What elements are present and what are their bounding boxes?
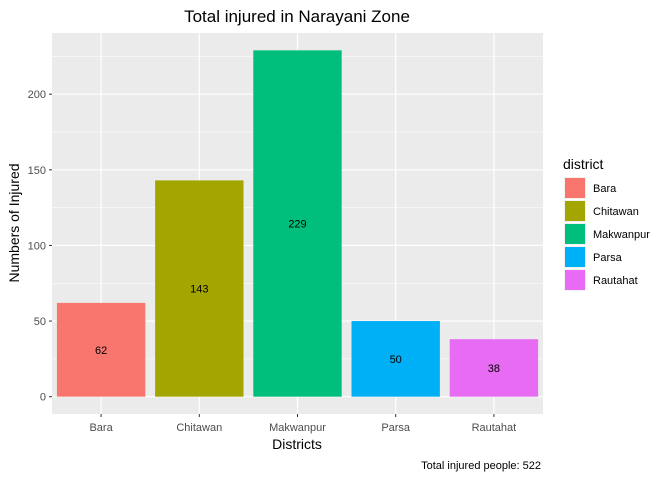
y-tick-label: 150 (28, 165, 46, 177)
x-tick-label: Rautahat (472, 422, 517, 434)
legend-title: district (563, 156, 604, 172)
bar-bara (56, 302, 146, 397)
legend-swatch-chitawan (565, 201, 585, 221)
y-tick-label: 100 (28, 240, 46, 252)
bar-value-label: 229 (288, 219, 306, 231)
x-tick-label: Chitawan (176, 422, 222, 434)
bar-value-label: 143 (190, 284, 208, 296)
bar-value-labels: 62 143 229 50 38 (95, 219, 500, 375)
x-tick-label: Parsa (381, 422, 411, 434)
y-tick-label: 0 (40, 392, 46, 404)
y-tick-label: 50 (34, 316, 46, 328)
x-axis: Bara Chitawan Makwanpur Parsa Rautahat (89, 414, 516, 434)
legend-label: Bara (593, 183, 617, 195)
legend-swatch-rautahat (565, 270, 585, 290)
x-tick-label: Makwanpur (269, 422, 326, 434)
legend-label: Parsa (593, 252, 623, 264)
legend-label: Makwanpur (593, 229, 650, 241)
bar-makwanpur (253, 50, 342, 397)
legend-label: Chitawan (593, 206, 639, 218)
bar-parsa (351, 321, 440, 397)
bar-value-label: 50 (390, 354, 402, 366)
bars (56, 50, 539, 397)
caption: Total injured people: 522 (421, 460, 541, 472)
bar-rautahat (449, 339, 539, 397)
legend-swatch-makwanpur (565, 224, 585, 244)
legend-label: Rautahat (593, 275, 638, 287)
chart-title: Total injured in Narayani Zone (184, 7, 410, 26)
legend-swatch-bara (565, 178, 585, 198)
y-axis-title: Numbers of Injured (6, 163, 22, 282)
legend-swatch-parsa (565, 247, 585, 267)
x-tick-label: Bara (89, 422, 113, 434)
y-tick-label: 200 (28, 89, 46, 101)
y-axis: 0 50 100 150 200 (28, 89, 52, 404)
legend: district Bara Chitawan Makwanpur Parsa Rauta… (563, 156, 650, 291)
bar-value-label: 62 (95, 345, 107, 357)
bar-chitawan (155, 180, 244, 397)
bar-value-label: 38 (488, 363, 500, 375)
x-axis-title: Districts (272, 436, 322, 452)
